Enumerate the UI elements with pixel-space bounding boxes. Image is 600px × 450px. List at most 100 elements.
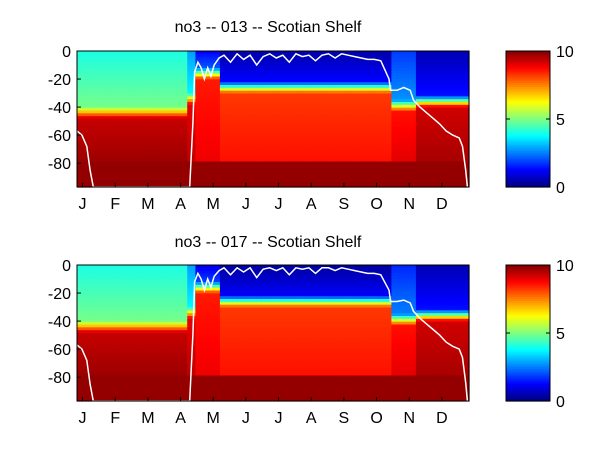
heatmap-cell xyxy=(224,90,229,95)
heatmap-cell xyxy=(89,116,94,120)
heatmap-cell xyxy=(420,96,425,100)
heatmap-cell xyxy=(383,172,388,177)
heatmap-cell xyxy=(383,59,388,63)
heatmap-cell xyxy=(456,59,462,63)
heatmap-cell xyxy=(322,59,327,63)
heatmap-cell xyxy=(117,161,123,165)
heatmap-cell xyxy=(154,181,160,185)
heatmap-cell xyxy=(228,172,233,177)
heatmap-cell xyxy=(391,124,397,129)
heatmap-cell xyxy=(362,79,368,83)
heatmap-cell xyxy=(170,161,176,165)
heatmap-cell xyxy=(215,87,221,92)
heatmap-cell xyxy=(342,82,348,86)
heatmap-cell xyxy=(97,304,103,309)
heatmap-cell xyxy=(395,110,401,114)
heatmap-cell xyxy=(407,102,413,106)
heatmap-cell xyxy=(309,70,315,75)
heatmap-cell xyxy=(113,65,119,69)
heatmap-cell xyxy=(371,70,376,75)
heatmap-cell xyxy=(375,138,380,143)
heatmap-cell xyxy=(281,184,286,188)
heatmap-cell xyxy=(399,102,405,106)
heatmap-cell xyxy=(81,79,86,83)
heatmap-cell xyxy=(452,124,458,129)
heatmap-cell xyxy=(97,321,103,326)
y-tick-label: -80 xyxy=(48,156,71,173)
heatmap-cell xyxy=(195,53,201,58)
heatmap-cell xyxy=(232,155,237,160)
heatmap-cell xyxy=(338,59,344,63)
heatmap-cell xyxy=(150,113,156,117)
heatmap-cell xyxy=(134,104,139,109)
heatmap-cell xyxy=(256,51,262,55)
x-tick-label: O xyxy=(370,196,382,213)
heatmap-cell xyxy=(264,141,270,146)
heatmap-cell xyxy=(371,62,376,66)
heatmap-cell xyxy=(411,141,417,146)
heatmap-cell xyxy=(215,65,221,69)
heatmap-cell xyxy=(166,99,172,103)
heatmap-cell xyxy=(97,138,103,143)
heatmap-cell xyxy=(268,124,274,129)
heatmap-cell xyxy=(268,93,274,97)
heatmap-cell xyxy=(326,138,331,143)
heatmap-cell xyxy=(105,141,111,146)
heatmap-cell xyxy=(89,304,94,309)
heatmap-cell xyxy=(289,53,295,58)
heatmap-cell xyxy=(313,104,319,109)
heatmap-cell xyxy=(338,138,344,143)
heatmap-cell xyxy=(309,164,315,168)
heatmap-cell xyxy=(428,113,433,117)
heatmap-cell xyxy=(240,76,246,80)
heatmap-cell xyxy=(330,167,335,171)
heatmap-cell xyxy=(293,96,299,100)
heatmap-cell xyxy=(354,93,360,97)
heatmap-cell xyxy=(350,113,356,117)
heatmap-cell xyxy=(142,127,148,131)
heatmap-cell xyxy=(175,113,180,117)
heatmap-cell xyxy=(117,56,123,61)
heatmap-cell xyxy=(411,175,417,180)
heatmap-cell xyxy=(456,90,462,95)
heatmap-cell xyxy=(105,116,111,120)
heatmap-cell xyxy=(240,124,246,129)
heatmap-cell xyxy=(85,267,90,272)
heatmap-cell xyxy=(252,164,258,168)
heatmap-cell xyxy=(105,175,111,180)
heatmap-cell xyxy=(121,181,127,185)
heatmap-cell xyxy=(444,87,450,92)
heatmap-cell xyxy=(440,87,446,92)
heatmap-cell xyxy=(195,172,201,177)
heatmap-cell xyxy=(166,121,172,126)
heatmap-cell xyxy=(326,167,331,171)
heatmap-cell xyxy=(105,79,111,83)
heatmap-cell xyxy=(268,82,274,86)
heatmap-cell xyxy=(411,102,417,106)
heatmap-cell xyxy=(117,138,123,143)
heatmap-cell xyxy=(326,59,331,63)
heatmap-cell xyxy=(440,181,446,185)
heatmap-cell xyxy=(293,87,299,92)
heatmap-cell xyxy=(101,59,107,63)
heatmap-cell xyxy=(407,144,413,148)
colorbar-cell xyxy=(506,167,550,171)
heatmap-cell xyxy=(432,124,437,129)
heatmap-cell xyxy=(77,364,82,368)
heatmap-cell xyxy=(420,90,425,95)
heatmap-cell xyxy=(162,76,168,80)
heatmap-cell xyxy=(244,181,250,185)
heatmap-cell xyxy=(244,144,250,148)
heatmap-cell xyxy=(456,107,462,112)
heatmap-cell xyxy=(191,53,197,58)
heatmap-cell xyxy=(134,136,139,140)
heatmap-cell xyxy=(105,161,111,165)
heatmap-cell xyxy=(342,56,348,61)
heatmap-cell xyxy=(236,79,241,83)
heatmap-cell xyxy=(207,130,213,134)
heatmap-cell xyxy=(289,102,295,106)
heatmap-cell xyxy=(236,90,241,95)
heatmap-cell xyxy=(326,147,331,151)
heatmap-cell xyxy=(411,181,417,185)
heatmap-cell xyxy=(93,161,99,165)
